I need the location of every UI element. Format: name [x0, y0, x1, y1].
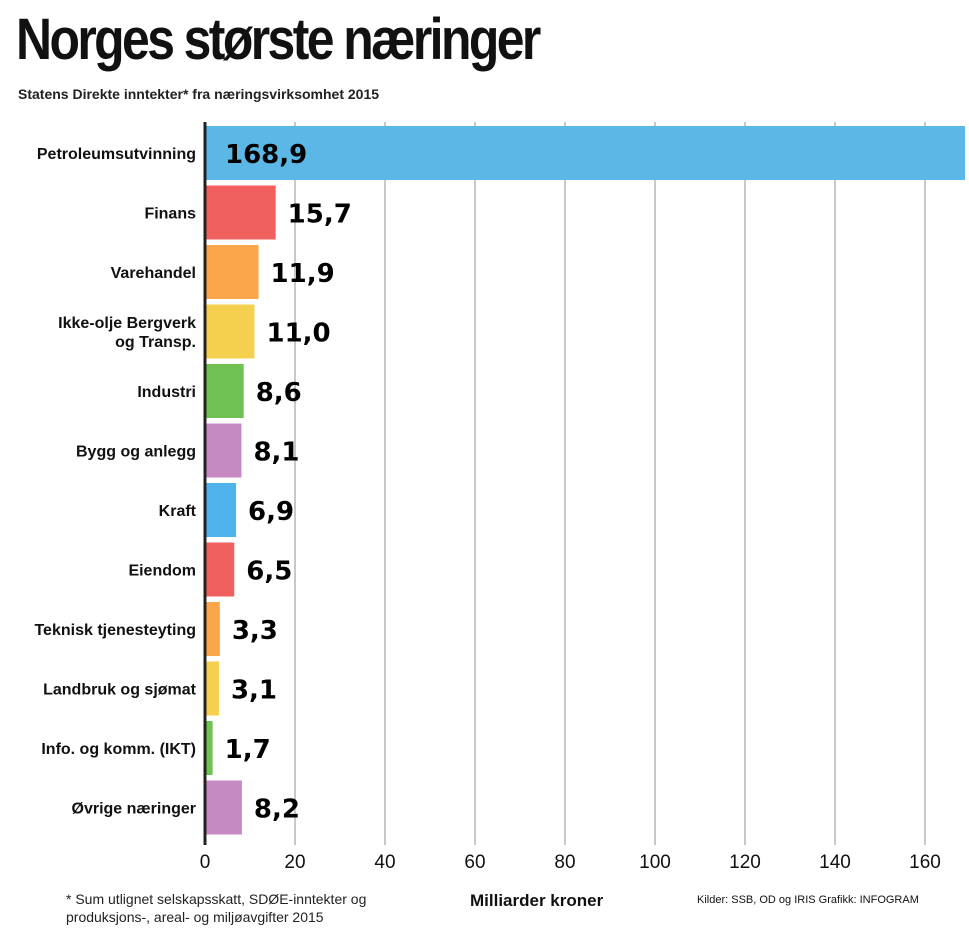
grid-lines	[294, 122, 926, 845]
x-tick-label: 60	[464, 852, 485, 873]
x-tick-label: 20	[284, 852, 305, 873]
value-label: 168,9	[225, 140, 307, 170]
category-label: Info. og komm. (IKT)	[41, 741, 196, 758]
bar	[205, 661, 219, 716]
value-label: 11,0	[267, 319, 331, 349]
chart-title: Norges største næringer	[16, 7, 541, 72]
value-label: 3,3	[232, 616, 278, 646]
bar	[205, 780, 242, 835]
value-label: 6,5	[246, 557, 292, 587]
value-label: 8,6	[256, 378, 302, 408]
category-labels: Petroleumsutvinning Finans Varehandel Ikke-…	[34, 146, 196, 818]
bar	[205, 542, 235, 597]
bar	[205, 721, 213, 775]
value-label: 6,9	[248, 497, 294, 527]
bar	[205, 483, 237, 537]
chart-subtitle: Statens Direkte inntekter* fra næringsvi…	[18, 86, 380, 102]
x-axis-label: Milliarder kroner	[470, 891, 604, 910]
value-label: 1,7	[225, 735, 271, 765]
bar	[205, 423, 242, 478]
value-label: 15,7	[288, 200, 352, 230]
category-label: Teknisk tjenesteyting	[34, 622, 196, 639]
value-label: 8,2	[254, 795, 300, 825]
x-tick-label: 0	[200, 852, 211, 873]
x-tick-labels: 0 20 40 60 80 100 120 140 160	[200, 852, 941, 873]
value-labels: 168,9 15,7 11,9 11,0 8,6 8,1 6,9 6,5 3,3 3,1 1,7 8,…	[225, 140, 352, 825]
category-label: Finans	[144, 206, 196, 223]
category-label: Industri	[137, 384, 196, 401]
category-label: Bygg og anlegg	[76, 444, 196, 461]
x-tick-label: 160	[909, 852, 941, 873]
category-label: Petroleumsutvinning	[37, 146, 196, 163]
value-label: 3,1	[231, 676, 277, 706]
x-tick-label: 80	[554, 852, 575, 873]
x-tick-label: 120	[729, 852, 761, 873]
category-label: Ikke-olje Bergverk og Transp.	[58, 315, 196, 351]
value-label: 8,1	[253, 438, 299, 468]
value-label: 11,9	[271, 259, 335, 289]
bar	[205, 126, 966, 180]
x-tick-label: 140	[819, 852, 851, 873]
category-label: Øvrige næringer	[72, 801, 196, 818]
bar	[205, 304, 255, 359]
x-tick-label: 40	[374, 852, 395, 873]
bar	[205, 602, 220, 656]
category-label: Kraft	[159, 503, 197, 520]
bar	[205, 185, 276, 240]
category-label: Landbruk og sjømat	[43, 682, 197, 699]
bar	[205, 245, 259, 299]
category-label: Varehandel	[111, 265, 196, 282]
x-tick-label: 100	[639, 852, 671, 873]
sources-credit: Kilder: SSB, OD og IRIS Grafikk: INFOGRA…	[697, 894, 919, 906]
bar	[205, 364, 244, 418]
footnote: * Sum utlignet selskapsskatt, SDØE-innte…	[66, 891, 367, 926]
category-label: Eiendom	[128, 563, 196, 580]
bars	[205, 126, 966, 835]
